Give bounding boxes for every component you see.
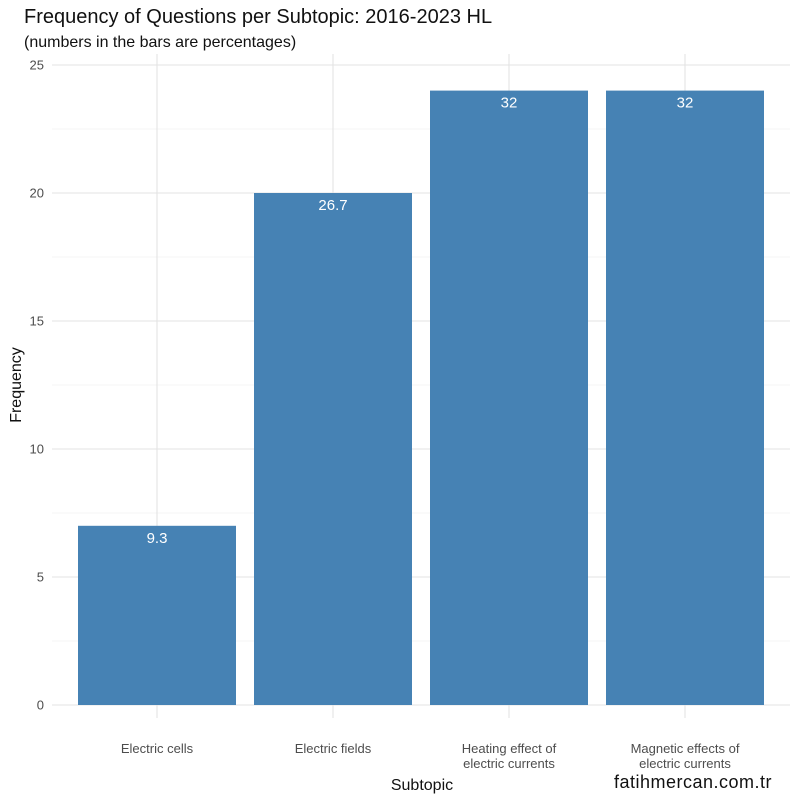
y-tick-label: 0 — [37, 698, 44, 713]
x-tick-label: Heating effect of — [462, 741, 557, 756]
y-tick-label: 15 — [30, 314, 44, 329]
bar — [78, 525, 236, 705]
bar-value-label: 32 — [677, 95, 694, 112]
x-axis-ticks: Electric cells Electric fields Heating eff… — [121, 741, 740, 771]
x-tick-label: Electric cells — [121, 741, 194, 756]
bar — [254, 193, 412, 705]
bar — [606, 90, 764, 706]
bar-value-label: 9.3 — [147, 530, 168, 547]
chart-title: Frequency of Questions per Subtopic: 201… — [24, 6, 493, 28]
y-tick-label: 10 — [30, 442, 44, 457]
y-tick-label: 25 — [30, 58, 44, 73]
bars — [78, 90, 764, 706]
y-axis-ticks: 0 5 10 15 20 25 — [30, 58, 44, 713]
chart-subtitle: (numbers in the bars are percentages) — [24, 34, 297, 51]
x-tick-label: electric currents — [463, 756, 555, 771]
x-tick-label: Magnetic effects of — [631, 741, 740, 756]
y-tick-label: 20 — [30, 186, 44, 201]
watermark: fatihmercan.com.tr — [613, 772, 772, 792]
y-tick-label: 5 — [37, 570, 44, 585]
bar-value-labels: 9.3 26.7 32 32 — [147, 95, 694, 547]
bar-value-label: 26.7 — [318, 197, 347, 214]
x-axis-title: Subtopic — [391, 777, 453, 794]
x-tick-label: electric currents — [639, 756, 731, 771]
bar-value-label: 32 — [501, 95, 518, 112]
bar — [430, 90, 588, 706]
y-axis-title: Frequency — [8, 347, 25, 423]
x-tick-label: Electric fields — [295, 741, 372, 756]
